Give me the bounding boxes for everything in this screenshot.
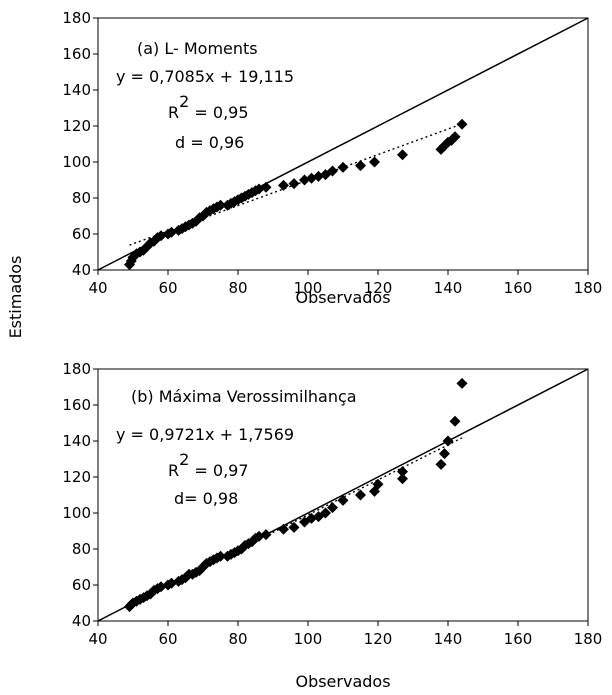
chart-a-data-point <box>260 181 272 193</box>
chart-b-data-point <box>372 478 384 490</box>
chart-a-equation: y = 0,7085x + 19,115 <box>116 67 294 86</box>
chart-a-data-point <box>337 161 349 173</box>
chart-b-y-tick-label: 40 <box>72 612 91 630</box>
chart-b-y-tick-label: 80 <box>72 540 91 558</box>
chart-b-data-point <box>288 521 300 533</box>
chart-a-data-point <box>449 131 461 143</box>
shared-y-axis-label: Estimados <box>6 256 25 339</box>
chart-b-y-tick-label: 140 <box>62 432 91 450</box>
chart-b-data-point <box>442 435 454 447</box>
chart-a-x-tick-label: 180 <box>574 279 603 297</box>
chart-b-data-point <box>215 550 226 562</box>
chart-a-data-point <box>397 149 408 161</box>
chart-a-data-point <box>355 160 366 172</box>
chart-b-x-tick-label: 60 <box>158 630 177 648</box>
chart-b-x-tick-label: 120 <box>364 630 393 648</box>
chart-b-data-point <box>397 466 408 478</box>
chart-b-x-ticks: 40 60 80 100 120 140 160 180 <box>88 621 602 648</box>
chart-b-data-point <box>320 507 331 519</box>
chart-a-r-squared-value: = 0,95 <box>189 103 248 122</box>
chart-b-y-tick-label: 120 <box>62 468 91 486</box>
chart-a-x-tick-label: 80 <box>228 279 247 297</box>
chart-a-d-index: d = 0,96 <box>175 133 244 152</box>
chart-b-data-point <box>355 489 366 501</box>
chart-b-r-squared-exponent: 2 <box>179 450 189 469</box>
chart-a-x-ticks: 40 60 80 100 120 140 160 180 <box>88 270 602 297</box>
chart-b-data-point <box>435 458 447 470</box>
chart-a: 40 60 80 100 120 140 160 180 40 60 80 100 120 140 160… <box>62 9 602 307</box>
chart-b-points-group <box>124 377 468 613</box>
chart-b-x-tick-label: 40 <box>88 630 107 648</box>
chart-b-x-tick-label: 80 <box>228 630 247 648</box>
chart-b-data-point <box>278 523 289 535</box>
chart-b-x-axis-label: Observados <box>295 672 390 691</box>
chart-b-x-tick-label: 160 <box>504 630 533 648</box>
chart-b-x-tick-label: 140 <box>434 630 463 648</box>
chart-b-y-tick-label: 100 <box>62 504 91 522</box>
chart-a-data-point <box>327 165 338 177</box>
chart-a-points-group <box>124 118 468 271</box>
chart-b-y-tick-label: 160 <box>62 396 91 414</box>
chart-b-panel-label: (b) Máxima Verossimilhança <box>131 387 357 406</box>
chart-b-x-tick-label: 100 <box>294 630 323 648</box>
chart-a-x-tick-label: 160 <box>504 279 533 297</box>
chart-b-y-tick-label: 180 <box>62 360 91 378</box>
chart-a-r-squared-exponent: 2 <box>179 92 189 111</box>
chart-a-x-tick-label: 100 <box>294 279 323 297</box>
chart-a-r-squared: R2 = 0,95 <box>168 92 249 122</box>
chart-a-x-tick-label: 60 <box>158 279 177 297</box>
chart-a-y-tick-label: 160 <box>62 45 91 63</box>
chart-a-y-tick-label: 180 <box>62 9 91 27</box>
chart-b-data-point <box>337 494 349 506</box>
chart-a-x-axis-label: Observados <box>295 288 390 307</box>
chart-a-y-tick-label: 60 <box>72 225 91 243</box>
chart-b-x-tick-label: 180 <box>574 630 603 648</box>
chart-a-y-ticks: 40 60 80 100 120 140 160 180 <box>62 9 98 279</box>
chart-a-data-point <box>369 156 380 168</box>
chart-b-r-squared-value: = 0,97 <box>189 461 248 480</box>
chart-b-r-squared: R2 = 0,97 <box>168 450 249 480</box>
chart-a-x-tick-label: 120 <box>364 279 393 297</box>
chart-a-x-tick-label: 140 <box>434 279 463 297</box>
chart-a-panel-label: (a) L- Moments <box>137 39 258 58</box>
chart-a-plot-border <box>97 17 589 271</box>
chart-b-data-point <box>449 415 461 427</box>
chart-a-y-tick-label: 140 <box>62 81 91 99</box>
chart-b-y-ticks: 40 60 80 100 120 140 160 180 <box>62 360 98 630</box>
chart-b-d-index: d= 0,98 <box>174 489 238 508</box>
chart-a-y-tick-label: 100 <box>62 153 91 171</box>
chart-a-r-squared-prefix: R <box>168 103 179 122</box>
chart-b-data-point <box>439 448 450 460</box>
chart-b-data-point <box>456 377 468 389</box>
chart-a-data-point <box>456 118 468 130</box>
chart-a-x-tick-label: 40 <box>88 279 107 297</box>
chart-a-y-tick-label: 80 <box>72 189 91 207</box>
chart-b-data-point <box>260 529 272 541</box>
chart-b-equation: y = 0,9721x + 1,7569 <box>116 425 294 444</box>
chart-b-data-point <box>397 473 408 485</box>
chart-b: 40 60 80 100 120 140 160 180 40 60 80 100 120 140 160… <box>62 360 602 691</box>
chart-a-y-tick-label: 120 <box>62 117 91 135</box>
chart-a-data-point <box>215 199 226 211</box>
chart-a-data-point <box>278 179 289 191</box>
chart-b-r-squared-prefix: R <box>168 461 179 480</box>
chart-b-data-point <box>327 502 338 514</box>
chart-b-data-point <box>313 511 324 523</box>
chart-b-y-tick-label: 60 <box>72 576 91 594</box>
chart-a-data-point <box>288 178 300 190</box>
chart-b-plot-border <box>97 368 589 622</box>
chart-a-y-tick-label: 40 <box>72 261 91 279</box>
